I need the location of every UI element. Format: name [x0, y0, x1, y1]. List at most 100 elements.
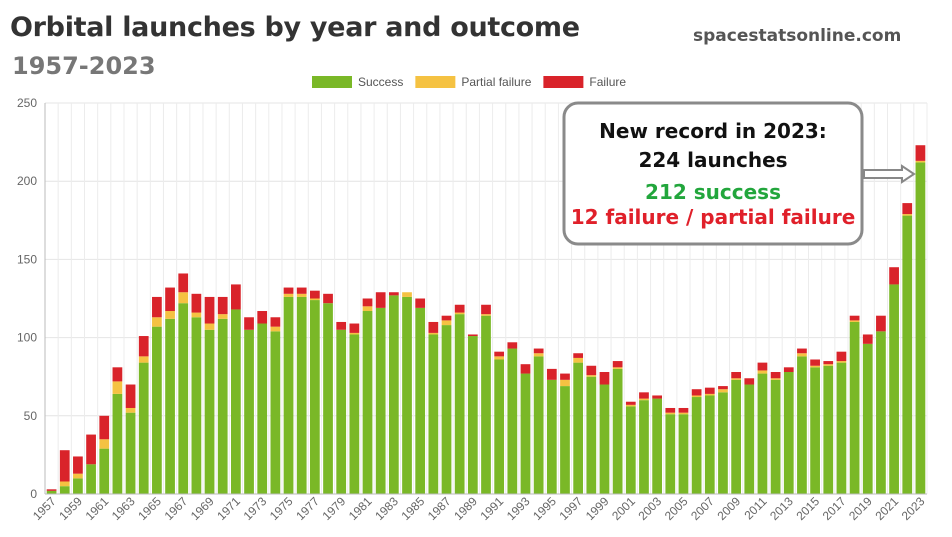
bar-success-1967 — [178, 303, 189, 494]
bar-success-2014 — [797, 356, 807, 494]
bar-failure-1997 — [573, 353, 584, 358]
x-tick-label: 1985 — [399, 494, 428, 523]
bar-success-1977 — [309, 300, 320, 494]
bar-success-1959 — [73, 478, 83, 494]
x-axis: 1957195919611963196519671969197119731975… — [30, 493, 928, 523]
bar-success-1998 — [586, 376, 597, 494]
bar-failure-1957 — [46, 489, 57, 491]
bar-failure-2012 — [770, 372, 781, 379]
bar-failure-1970 — [217, 296, 228, 315]
bar-failure-1967 — [178, 273, 189, 293]
bar-success-1975 — [283, 296, 294, 494]
bar-failure-2019 — [862, 334, 873, 344]
bar-failure-1979 — [336, 321, 347, 330]
bar-success-2010 — [744, 384, 755, 494]
y-tick-label: 100 — [17, 331, 37, 345]
bar-failure-1999 — [599, 372, 610, 385]
x-tick-label: 1975 — [267, 494, 296, 523]
bar-failure-1960 — [86, 434, 96, 465]
x-tick-label: 2017 — [820, 494, 849, 523]
bar-partial-failure-2022 — [902, 214, 913, 216]
bar-failure-1972 — [244, 317, 254, 330]
x-tick-label: 1967 — [162, 494, 191, 523]
callout-line-1: New record in 2023: — [599, 119, 827, 143]
bar-partial-failure-2016 — [823, 364, 834, 366]
x-tick-label: 1963 — [109, 494, 138, 523]
bar-success-2003 — [652, 398, 663, 494]
bar-failure-1980 — [349, 323, 360, 333]
bar-partial-failure-1987 — [441, 320, 452, 326]
x-tick-label: 1981 — [346, 494, 375, 523]
x-tick-label: 1991 — [478, 494, 507, 523]
bar-failure-1998 — [586, 365, 597, 376]
bar-success-2015 — [810, 367, 820, 494]
bar-success-2008 — [718, 392, 728, 494]
bar-success-1994 — [533, 356, 544, 494]
y-tick-label: 0 — [30, 487, 37, 501]
bar-failure-1994 — [533, 348, 544, 354]
bar-success-1972 — [244, 329, 254, 494]
bar-success-2017 — [836, 362, 847, 494]
bar-failure-2013 — [783, 367, 794, 373]
bar-partial-failure-2009 — [731, 378, 741, 380]
bar-success-1976 — [296, 296, 307, 494]
bar-partial-failure-2007 — [704, 393, 715, 396]
bar-success-1962 — [112, 393, 123, 494]
bar-partial-failure-1991 — [494, 356, 505, 360]
bar-partial-failure-1970 — [217, 314, 228, 319]
x-tick-label: 1979 — [320, 494, 349, 523]
bar-success-1984 — [402, 296, 412, 494]
legend-label-failure: Failure — [589, 75, 626, 89]
legend-swatch-success — [312, 76, 352, 88]
bar-failure-2015 — [810, 359, 820, 366]
bar-success-1999 — [599, 384, 610, 494]
bar-partial-failure-2001 — [625, 404, 636, 407]
site-watermark: spacestatsonline.com — [693, 26, 902, 46]
x-tick-label: 2005 — [662, 494, 691, 523]
bar-success-1966 — [165, 318, 175, 494]
bar-success-1995 — [546, 379, 557, 494]
bar-success-1963 — [125, 412, 136, 494]
bar-success-1990 — [481, 315, 491, 494]
x-tick-label: 1961 — [83, 494, 112, 523]
bar-partial-failure-2004 — [665, 412, 676, 415]
bar-success-2009 — [731, 379, 741, 494]
bar-failure-1975 — [283, 287, 294, 294]
x-tick-label: 1989 — [451, 494, 480, 523]
x-tick-label: 2001 — [609, 494, 638, 523]
bar-failure-1989 — [467, 334, 478, 337]
callout-failure-line: 12 failure / partial failure — [571, 205, 856, 229]
bar-success-2004 — [665, 414, 676, 494]
x-tick-label: 2013 — [767, 494, 796, 523]
bar-success-1971 — [231, 309, 241, 494]
bars — [46, 145, 926, 494]
bar-failure-1987 — [441, 315, 452, 321]
bar-success-2013 — [783, 372, 794, 494]
bar-partial-failure-1998 — [586, 375, 597, 377]
bar-partial-failure-2002 — [639, 398, 649, 401]
bar-success-1996 — [560, 386, 570, 494]
bar-failure-1978 — [323, 293, 333, 304]
callout-line-2: 224 launches — [638, 148, 787, 172]
bar-success-1993 — [520, 373, 531, 494]
bar-partial-failure-1966 — [165, 311, 175, 319]
bar-success-2012 — [770, 379, 781, 494]
bar-partial-failure-1964 — [138, 356, 149, 363]
bar-success-1960 — [86, 464, 96, 494]
bar-failure-2005 — [678, 407, 689, 413]
bar-failure-2011 — [757, 362, 768, 371]
x-tick-label: 1993 — [504, 494, 533, 523]
bar-partial-failure-1996 — [560, 379, 570, 387]
x-tick-label: 1995 — [530, 494, 559, 523]
bar-success-2021 — [889, 284, 899, 494]
x-tick-label: 2015 — [793, 494, 822, 523]
x-tick-label: 2007 — [688, 494, 717, 523]
bar-failure-2020 — [876, 315, 886, 332]
bar-success-2022 — [902, 215, 913, 494]
bar-failure-1990 — [481, 304, 491, 315]
bar-failure-2008 — [718, 386, 728, 390]
bar-failure-1993 — [520, 364, 531, 374]
bar-partial-failure-1965 — [152, 317, 162, 327]
bar-failure-1995 — [546, 368, 557, 380]
bar-failure-1982 — [375, 292, 386, 308]
